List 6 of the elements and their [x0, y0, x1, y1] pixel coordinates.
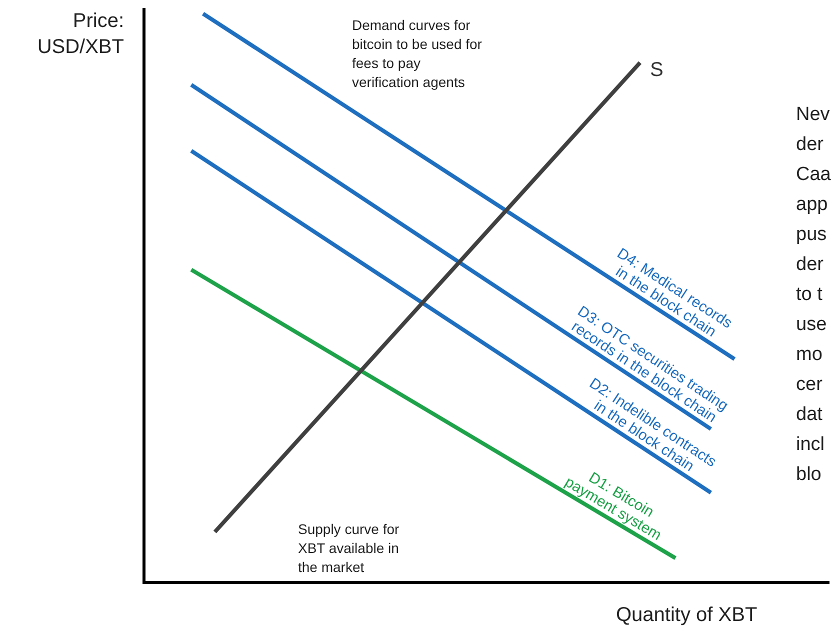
- text: Nev der Caa app pus der to t use mo cer dat incl blo: [796, 104, 831, 485]
- annotation: Demand curves for bitcoin to be used for fees to pay verification agents: [352, 16, 482, 92]
- y-axis-title: Price: USD/XBT: [36, 9, 124, 60]
- series-label: S: [650, 59, 664, 82]
- annotation: Supply curve for XBT available in the market: [298, 520, 400, 577]
- x-axis-title: Quantity of XBT: [616, 604, 758, 627]
